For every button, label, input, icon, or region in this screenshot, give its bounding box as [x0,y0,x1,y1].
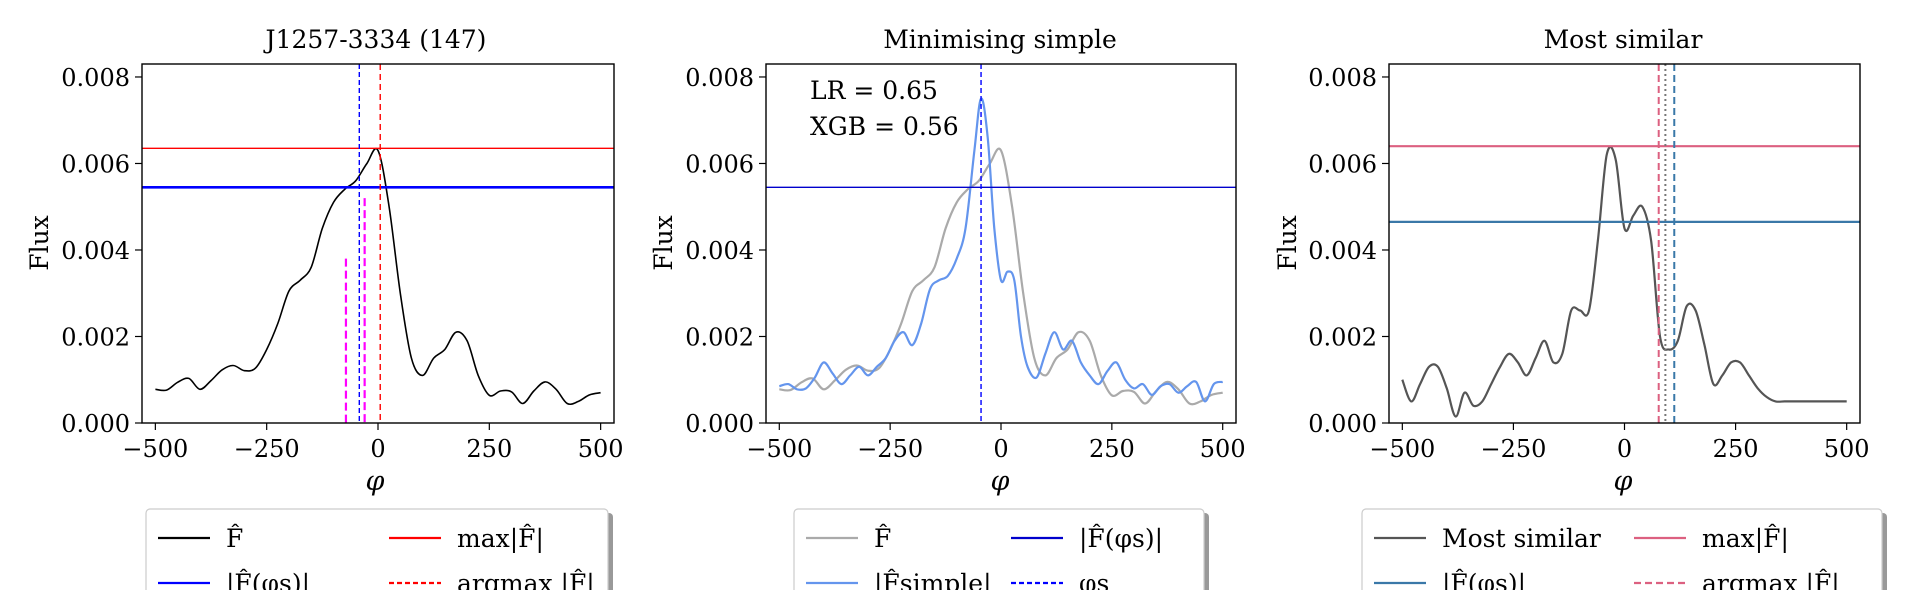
x-tick-label: 500 [1200,435,1246,463]
legend: Most similar max|F̂| |F̂(φs)| argmax |F̂| [1361,508,1887,590]
y-tick-label: 0.004 [1308,237,1377,265]
y-axis-label: Flux [649,215,678,271]
plot-area [1389,64,1860,423]
series-line [779,97,1223,403]
panel-j1257: J1257-3334 (147) Flux φ −500 −250 0 250 500 0… [25,25,624,590]
y-tick-label: 0.000 [685,410,754,438]
y-tick-label: 0.006 [61,150,130,178]
x-tick-label: 250 [466,435,512,463]
axes-frame [141,63,615,424]
x-tick-label: −500 [746,435,812,463]
x-tick-label: −250 [234,435,300,463]
legend: F̂ |F̂(φs)| |F̂simple| φs [793,508,1209,590]
panel-most-similar: Most similar Flux φ −500 −250 0 250 500 0.000… [1273,25,1887,590]
panel-title: Most similar [1544,25,1703,54]
x-tick-label: 250 [1713,435,1759,463]
x-tick-label: 0 [1617,435,1632,463]
x-tick-label: 500 [1824,435,1870,463]
y-tick-label: 0.006 [1308,150,1377,178]
series-line [155,147,601,406]
legend-label: |F̂(φs)| [226,569,310,590]
x-tick-label: −250 [1480,435,1546,463]
legend-label: φs [1079,569,1109,590]
annotation-xgb: XGB = 0.56 [810,112,959,141]
panel-title: Minimising simple [883,25,1117,54]
legend-box [1361,508,1883,590]
y-tick-label: 0.008 [1308,64,1377,92]
x-axis-label: φ [991,466,1010,497]
x-tick-label: −500 [122,435,188,463]
legend-label: F̂ [874,524,891,553]
plot-area [142,64,614,423]
legend-box [793,508,1205,590]
x-tick-label: 500 [578,435,624,463]
y-tick-label: 0.002 [1308,323,1377,351]
y-axis-label: Flux [25,215,54,271]
x-tick-label: −500 [1369,435,1435,463]
y-tick-label: 0.000 [61,410,130,438]
annotation-lr: LR = 0.65 [810,76,938,105]
x-tick-label: −250 [857,435,923,463]
axes-frame [1388,63,1861,424]
legend-label: Most similar [1442,524,1601,553]
panel-minimising-simple: Minimising simple Flux φ LR = 0.65 XGB =… [649,25,1246,590]
y-axis-label: Flux [1273,215,1302,271]
legend-label: |F̂(φs)| [1442,569,1526,590]
legend-label: |F̂simple| [874,569,992,590]
x-tick-label: 0 [993,435,1008,463]
legend-label: |F̂(φs)| [1079,524,1163,554]
x-tick-label: 250 [1089,435,1135,463]
legend-label: F̂ [226,524,243,553]
y-tick-label: 0.006 [685,150,754,178]
legend-box [145,508,609,590]
y-tick-label: 0.004 [685,237,754,265]
legend: F̂ max|F̂| |F̂(φs)| argmax |F̂| [145,508,613,590]
legend-label: max|F̂| [1702,524,1789,554]
y-tick-label: 0.008 [685,64,754,92]
y-tick-label: 0.002 [685,323,754,351]
x-axis-label: φ [366,466,385,497]
y-tick-label: 0.004 [61,237,130,265]
x-tick-label: 0 [370,435,385,463]
y-tick-label: 0.008 [61,64,130,92]
legend-label: argmax |F̂| [457,569,595,590]
panel-title: J1257-3334 (147) [263,25,487,54]
y-tick-label: 0.000 [1308,410,1377,438]
series-line [779,147,1223,406]
y-tick-label: 0.002 [61,323,130,351]
legend-label: argmax |F̂| [1702,569,1840,590]
series-line [1401,145,1847,418]
legend-label: max|F̂| [457,524,544,554]
x-axis-label: φ [1614,466,1633,497]
plot-area [766,64,1236,423]
